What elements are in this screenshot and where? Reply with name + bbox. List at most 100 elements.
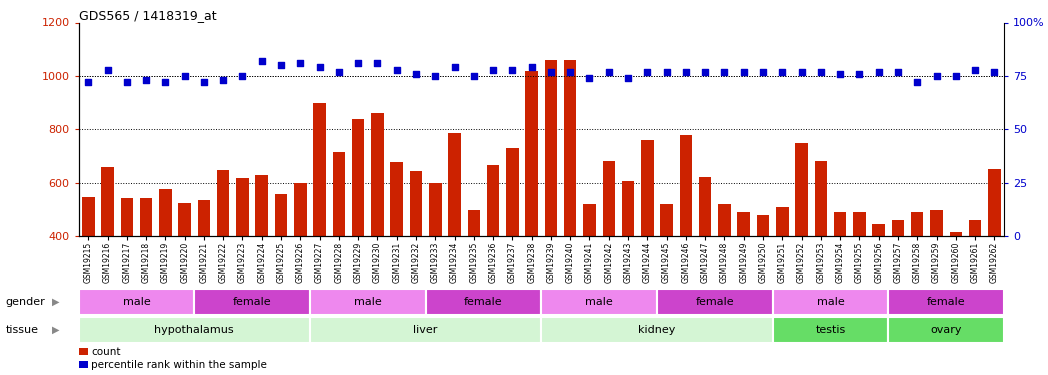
Bar: [310, 317, 541, 343]
Point: [100, 66, 116, 72]
Text: tissue: tissue: [5, 325, 38, 335]
Point: [176, 73, 193, 79]
Bar: [121, 198, 133, 343]
Point: [196, 80, 213, 86]
Bar: [139, 198, 152, 343]
Point: [118, 80, 135, 86]
Bar: [949, 232, 962, 343]
Point: [254, 58, 270, 64]
Bar: [352, 118, 365, 343]
Bar: [545, 60, 558, 343]
Text: male: male: [123, 297, 150, 307]
Point: [504, 66, 521, 72]
Point: [485, 66, 502, 72]
Point: [292, 60, 309, 66]
Text: female: female: [233, 297, 271, 307]
Bar: [410, 171, 422, 343]
Point: [427, 73, 443, 79]
Bar: [79, 317, 310, 343]
Bar: [911, 212, 923, 343]
Point: [966, 66, 983, 72]
Bar: [294, 183, 307, 343]
Bar: [79, 361, 88, 368]
Bar: [814, 161, 827, 343]
Bar: [660, 204, 673, 343]
Bar: [776, 207, 788, 343]
Text: male: male: [585, 297, 613, 307]
Bar: [699, 177, 712, 343]
Text: count: count: [91, 346, 121, 357]
Point: [215, 77, 232, 83]
Text: ovary: ovary: [931, 325, 962, 335]
Point: [851, 71, 868, 77]
Point: [890, 69, 907, 75]
Bar: [429, 183, 441, 343]
Bar: [275, 194, 287, 343]
Point: [157, 80, 174, 86]
Bar: [506, 148, 519, 343]
Text: hypothalamus: hypothalamus: [154, 325, 234, 335]
Point: [543, 69, 560, 75]
Point: [639, 69, 656, 75]
Point: [793, 69, 810, 75]
Bar: [931, 210, 943, 343]
Bar: [467, 210, 480, 343]
Point: [408, 71, 424, 77]
Point: [311, 64, 328, 70]
Bar: [603, 161, 615, 343]
Text: percentile rank within the sample: percentile rank within the sample: [91, 360, 267, 370]
Bar: [541, 317, 772, 343]
Point: [929, 73, 945, 79]
Point: [619, 75, 636, 81]
Bar: [621, 182, 634, 343]
Point: [755, 69, 771, 75]
Bar: [79, 348, 88, 355]
Bar: [657, 289, 772, 315]
Bar: [988, 170, 1001, 343]
Point: [523, 64, 540, 70]
Bar: [738, 212, 750, 343]
Text: ▶: ▶: [52, 325, 60, 335]
Bar: [718, 204, 730, 343]
Text: female: female: [696, 297, 734, 307]
Point: [677, 69, 694, 75]
Point: [773, 69, 790, 75]
Point: [562, 69, 578, 75]
Text: female: female: [926, 297, 965, 307]
Bar: [772, 317, 889, 343]
Bar: [102, 167, 114, 343]
Bar: [198, 200, 211, 343]
Point: [716, 69, 733, 75]
Text: male: male: [354, 297, 381, 307]
Bar: [159, 189, 172, 343]
Bar: [584, 204, 595, 343]
Point: [832, 71, 849, 77]
Bar: [371, 113, 384, 343]
Bar: [679, 135, 692, 343]
Bar: [889, 289, 1004, 315]
Point: [350, 60, 367, 66]
Bar: [217, 170, 230, 343]
Bar: [968, 220, 981, 343]
Bar: [310, 289, 425, 315]
Bar: [525, 70, 538, 343]
Point: [870, 69, 887, 75]
Point: [697, 69, 714, 75]
Text: testis: testis: [815, 325, 846, 335]
Text: ▶: ▶: [52, 297, 60, 307]
Bar: [313, 103, 326, 343]
Bar: [872, 224, 885, 343]
Bar: [834, 212, 847, 343]
Point: [986, 69, 1003, 75]
Text: gender: gender: [5, 297, 45, 307]
Point: [234, 73, 250, 79]
Point: [137, 77, 154, 83]
Bar: [541, 289, 657, 315]
Bar: [853, 212, 866, 343]
Point: [947, 73, 964, 79]
Bar: [487, 165, 499, 343]
Point: [601, 69, 617, 75]
Text: female: female: [464, 297, 503, 307]
Text: GDS565 / 1418319_at: GDS565 / 1418319_at: [79, 9, 216, 22]
Point: [80, 80, 96, 86]
